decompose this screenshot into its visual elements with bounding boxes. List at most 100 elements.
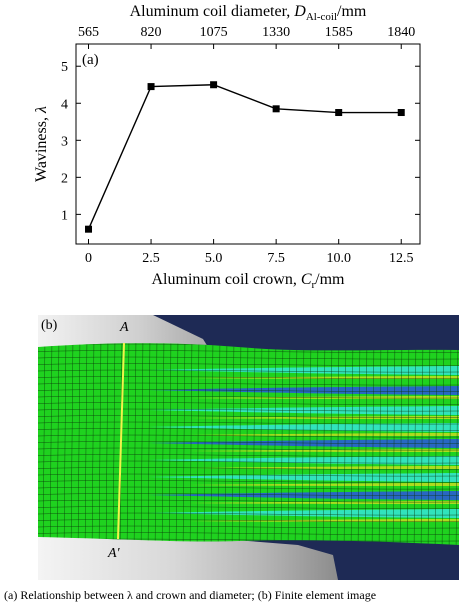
mesh-col [238, 343, 242, 545]
mesh-row [38, 376, 459, 379]
mesh-col [77, 343, 81, 545]
mesh-row [38, 506, 459, 509]
mesh-col [252, 343, 256, 545]
mesh-row [38, 532, 459, 535]
mesh-row [38, 395, 459, 399]
top-tick-label: 1840 [387, 25, 415, 40]
finite-element-image: (b) A A′ [38, 315, 459, 580]
data-point [397, 109, 405, 117]
chart-labels: (a) Aluminum coil diameter, DAl-coil/mm Al… [33, 3, 367, 291]
figure-caption: (a) Relationship between λ and crown and… [4, 588, 377, 602]
mesh-col [210, 343, 214, 545]
wave-band [148, 509, 459, 518]
mesh-col [189, 343, 193, 545]
mesh-col [420, 343, 424, 545]
mesh-col [49, 343, 53, 545]
top-tick-label: 565 [78, 25, 99, 40]
data-point [335, 109, 343, 117]
mesh-row [38, 363, 459, 366]
mesh-row [38, 402, 459, 405]
mesh-row [38, 441, 459, 444]
mesh-row [38, 415, 459, 418]
wave-band [148, 439, 459, 448]
mesh-row [38, 519, 459, 522]
mesh-row [38, 356, 459, 360]
data-point [210, 81, 218, 89]
data-point [147, 83, 155, 91]
wave-band [148, 456, 459, 465]
mesh-row [38, 499, 459, 503]
crest-band [188, 433, 459, 436]
mesh-row [38, 525, 459, 529]
mesh-col [98, 343, 102, 545]
mesh-col [266, 343, 270, 545]
mesh-col [196, 343, 200, 545]
mesh-col [280, 343, 284, 545]
mesh-col [84, 343, 88, 545]
bottom-roll [38, 535, 338, 580]
mesh-col [427, 343, 431, 545]
wave-band [148, 473, 459, 482]
mesh-col [231, 343, 235, 545]
mesh-col [273, 343, 277, 545]
mesh-row [38, 382, 459, 386]
mesh-row [38, 447, 459, 451]
mesh-col [168, 343, 172, 545]
plot-frame [75, 43, 421, 245]
mesh-row [38, 473, 459, 477]
x-tick-label: 0 [85, 251, 92, 266]
mesh-row [38, 480, 459, 483]
wave-band [148, 423, 459, 432]
mesh-col [294, 343, 298, 545]
mesh-col [259, 343, 263, 545]
mesh-col [154, 343, 158, 545]
mesh-row [38, 389, 459, 392]
mesh-col [161, 343, 165, 545]
top-axis-title: Aluminum coil diameter, DAl-coil/mm [130, 3, 367, 23]
mesh-col [70, 343, 74, 545]
mesh-col [126, 343, 130, 545]
mesh-col [413, 343, 417, 545]
mesh-row [38, 369, 459, 373]
mesh-col [105, 343, 109, 545]
mesh-col [203, 343, 207, 545]
mesh-col [455, 343, 459, 545]
mesh-col [140, 343, 144, 545]
waviness-stripes [148, 366, 459, 522]
x-tick-label: 5.0 [205, 251, 223, 266]
crest-band [188, 416, 459, 419]
fem-panel-label: (b) [41, 318, 58, 333]
mesh-row [38, 467, 459, 470]
mesh-col [448, 343, 452, 545]
y-tick-label: 4 [61, 97, 68, 112]
mesh-row [38, 454, 459, 457]
mesh-col [224, 343, 228, 545]
mesh-col [364, 343, 368, 545]
chart-series [85, 81, 405, 233]
label-a-bottom: A′ [107, 546, 121, 561]
fem-render: (b) A A′ [38, 315, 459, 580]
mesh-col [56, 343, 60, 545]
mesh-col [378, 343, 382, 545]
mesh-col [245, 343, 249, 545]
y-axis-title: Waviness, λ [33, 106, 50, 182]
x-tick-label: 2.5 [142, 251, 160, 266]
series-line [87, 84, 402, 230]
mesh-col [371, 343, 375, 545]
x-tick-label: 12.5 [389, 251, 414, 266]
mesh-col [385, 343, 389, 545]
top-tick-label: 820 [141, 25, 162, 40]
mesh-row [38, 421, 459, 425]
mesh-col [112, 343, 116, 545]
mesh-col [63, 343, 67, 545]
x-tick-label: 10.0 [326, 251, 351, 266]
mesh-col [91, 343, 95, 545]
mesh-col [287, 343, 291, 545]
mesh-col [217, 343, 221, 545]
y-tick-label: 1 [61, 208, 68, 223]
mesh-row [38, 493, 459, 496]
x-tick-label: 7.5 [267, 251, 285, 266]
mesh-col [392, 343, 396, 545]
mesh-col [42, 343, 46, 545]
mesh-col [182, 343, 186, 545]
